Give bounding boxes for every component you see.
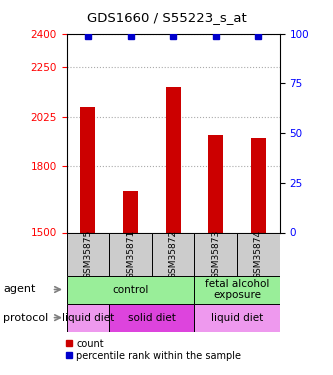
FancyBboxPatch shape — [109, 304, 194, 332]
FancyBboxPatch shape — [194, 304, 280, 332]
FancyBboxPatch shape — [194, 276, 280, 304]
Bar — [123, 190, 138, 232]
FancyBboxPatch shape — [109, 232, 152, 276]
Text: fetal alcohol
exposure: fetal alcohol exposure — [205, 279, 269, 300]
Legend: count, percentile rank within the sample: count, percentile rank within the sample — [65, 339, 241, 360]
Bar — [251, 138, 266, 232]
Text: GDS1660 / S55223_s_at: GDS1660 / S55223_s_at — [87, 11, 246, 24]
Text: solid diet: solid diet — [128, 313, 176, 323]
Text: liquid diet: liquid diet — [211, 313, 263, 323]
Text: agent: agent — [3, 285, 36, 294]
FancyBboxPatch shape — [194, 232, 237, 276]
FancyBboxPatch shape — [67, 232, 109, 276]
FancyBboxPatch shape — [237, 232, 280, 276]
Text: protocol: protocol — [3, 313, 49, 322]
Text: GSM35871: GSM35871 — [126, 230, 135, 279]
FancyBboxPatch shape — [67, 304, 109, 332]
Text: liquid diet: liquid diet — [62, 313, 114, 323]
Bar — [81, 106, 95, 232]
FancyBboxPatch shape — [67, 276, 194, 304]
Text: GSM35874: GSM35874 — [254, 230, 263, 279]
Bar — [208, 135, 223, 232]
Text: GSM35872: GSM35872 — [168, 230, 178, 279]
Text: control: control — [112, 285, 149, 295]
Bar — [166, 87, 180, 232]
FancyBboxPatch shape — [152, 232, 194, 276]
Text: GSM35875: GSM35875 — [83, 230, 93, 279]
Text: GSM35873: GSM35873 — [211, 230, 220, 279]
